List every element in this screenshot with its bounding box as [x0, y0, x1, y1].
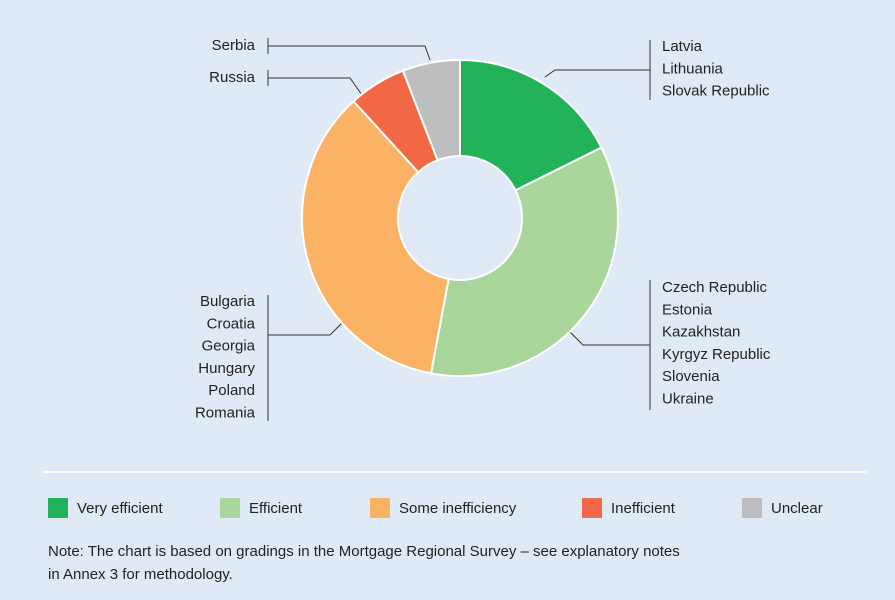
note: in Annex 3 for methodology.	[48, 566, 233, 583]
connectors	[267, 38, 651, 421]
country-label: Serbia	[212, 37, 256, 54]
donut-segment	[459, 58, 603, 192]
donut-segment	[401, 58, 461, 162]
country-label: Bulgaria	[200, 293, 256, 310]
country-label: Latvia	[662, 38, 703, 55]
country-label: Russia	[209, 69, 256, 86]
legend-label: Unclear	[771, 500, 823, 517]
country-label: Estonia	[662, 301, 713, 318]
legend-swatch	[582, 498, 602, 518]
connector	[268, 77, 363, 96]
legend-swatch	[48, 498, 68, 518]
country-label: Kazakhstan	[662, 324, 740, 341]
country-label: Kyrgyz Republic	[662, 346, 771, 363]
country-label: Romania	[195, 404, 256, 421]
legend-swatch	[742, 498, 762, 518]
connector	[569, 331, 650, 346]
legend-label: Efficient	[249, 500, 303, 517]
donut-segment	[429, 146, 619, 377]
connector	[268, 45, 431, 61]
donut-segment	[301, 99, 450, 375]
legend-label: Very efficient	[77, 500, 163, 517]
legend-label: Some inefficiency	[399, 500, 517, 517]
country-label: Poland	[208, 382, 255, 399]
connector	[544, 69, 650, 78]
country-label: Hungary	[198, 360, 255, 377]
country-label: Georgia	[202, 338, 256, 355]
country-label: Lithuania	[662, 60, 724, 77]
country-label: Slovak Republic	[662, 83, 770, 100]
note: Note: The chart is based on gradings in …	[48, 543, 680, 560]
legend-swatch	[370, 498, 390, 518]
country-label: Czech Republic	[662, 279, 768, 296]
connector	[268, 321, 344, 336]
legend-swatch	[220, 498, 240, 518]
country-label: Ukraine	[662, 390, 714, 407]
country-label: Slovenia	[662, 368, 720, 385]
legend-label: Inefficient	[611, 500, 676, 517]
country-label: Croatia	[207, 315, 256, 332]
